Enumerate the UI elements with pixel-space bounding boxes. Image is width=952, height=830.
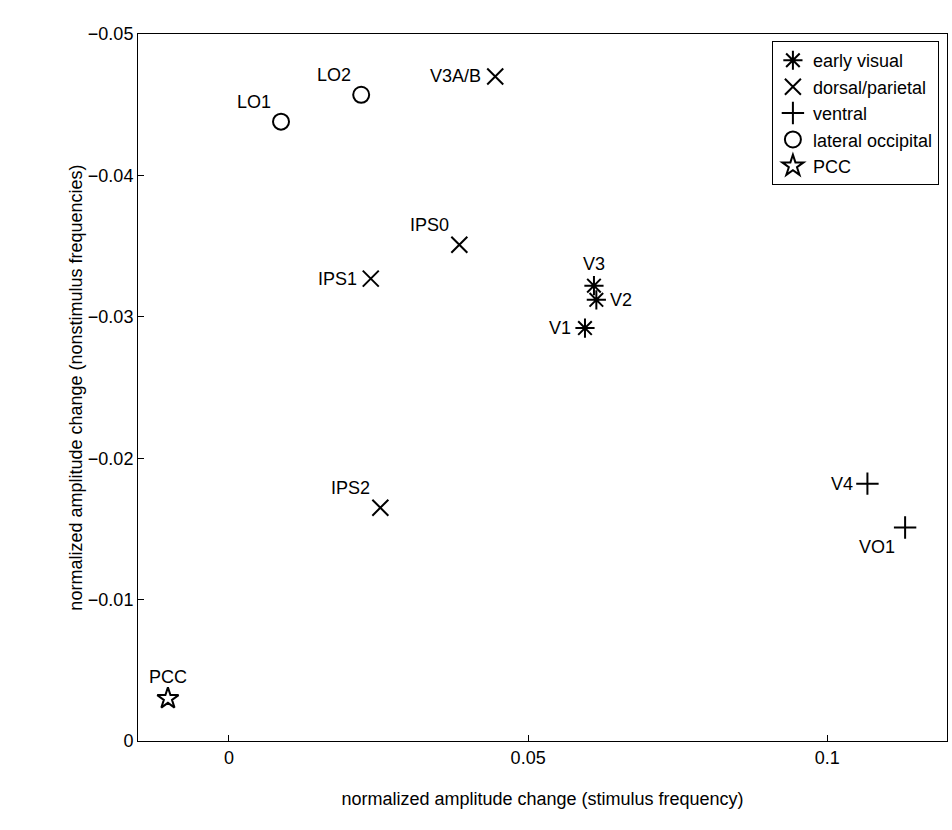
- svg-text:−0.04: −0.04: [88, 166, 134, 186]
- svg-text:LO1: LO1: [237, 92, 271, 112]
- svg-text:VO1: VO1: [859, 537, 895, 557]
- svg-text:−0.01: −0.01: [88, 590, 134, 610]
- svg-text:−0.05: −0.05: [88, 24, 134, 44]
- svg-text:0: 0: [123, 731, 133, 751]
- svg-text:dorsal/parietal: dorsal/parietal: [813, 78, 926, 98]
- svg-text:V4: V4: [831, 474, 853, 494]
- svg-text:lateral occipital: lateral occipital: [813, 130, 932, 150]
- svg-text:IPS1: IPS1: [318, 269, 357, 289]
- svg-text:0.1: 0.1: [815, 748, 840, 768]
- svg-text:PCC: PCC: [149, 667, 187, 687]
- svg-text:V3: V3: [583, 254, 605, 274]
- svg-text:IPS2: IPS2: [331, 478, 370, 498]
- svg-text:−0.03: −0.03: [88, 307, 134, 327]
- svg-text:LO2: LO2: [317, 65, 351, 85]
- svg-text:V2: V2: [610, 290, 632, 310]
- svg-text:PCC: PCC: [813, 157, 851, 177]
- svg-text:−0.02: −0.02: [88, 449, 134, 469]
- svg-text:V1: V1: [549, 318, 571, 338]
- svg-text:ventral: ventral: [813, 104, 867, 124]
- svg-text:normalized amplitude change (n: normalized amplitude change (nonstimulus…: [66, 164, 86, 610]
- svg-text:0.05: 0.05: [511, 748, 546, 768]
- svg-text:normalized amplitude change (s: normalized amplitude change (stimulus fr…: [341, 789, 743, 809]
- svg-text:0: 0: [224, 748, 234, 768]
- svg-text:IPS0: IPS0: [410, 215, 449, 235]
- svg-text:early visual: early visual: [813, 51, 903, 71]
- svg-text:V3A/B: V3A/B: [430, 66, 481, 86]
